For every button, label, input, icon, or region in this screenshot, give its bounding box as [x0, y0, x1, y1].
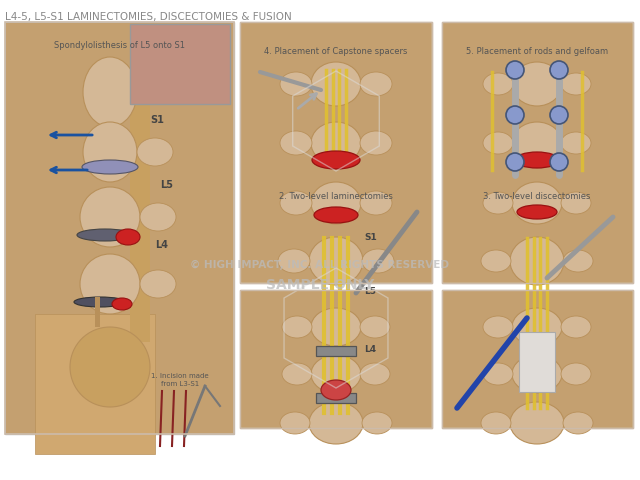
Ellipse shape — [280, 131, 312, 155]
Text: SAMPLE ONLY: SAMPLE ONLY — [266, 278, 374, 292]
Ellipse shape — [278, 249, 310, 273]
Ellipse shape — [512, 308, 562, 346]
Ellipse shape — [506, 106, 524, 124]
Text: 2. Two-level laminectomies: 2. Two-level laminectomies — [279, 192, 393, 201]
Polygon shape — [130, 72, 150, 342]
Ellipse shape — [112, 298, 132, 310]
Ellipse shape — [360, 316, 390, 338]
Ellipse shape — [506, 153, 524, 171]
Ellipse shape — [362, 412, 392, 434]
Ellipse shape — [512, 62, 562, 106]
Ellipse shape — [282, 363, 312, 385]
Polygon shape — [240, 290, 432, 428]
Polygon shape — [95, 297, 100, 327]
Ellipse shape — [280, 72, 312, 96]
Polygon shape — [443, 291, 632, 427]
Ellipse shape — [561, 73, 591, 95]
Text: 1. Incision made
from L3-S1: 1. Incision made from L3-S1 — [151, 373, 209, 386]
Ellipse shape — [280, 191, 312, 215]
Ellipse shape — [314, 207, 358, 223]
Ellipse shape — [77, 229, 133, 241]
Polygon shape — [316, 346, 356, 356]
Ellipse shape — [311, 355, 361, 393]
Polygon shape — [6, 23, 233, 433]
Ellipse shape — [80, 187, 140, 247]
Ellipse shape — [550, 61, 568, 79]
Ellipse shape — [82, 160, 138, 174]
Ellipse shape — [563, 250, 593, 272]
Text: 3. Two-level discectomies: 3. Two-level discectomies — [483, 192, 591, 201]
Ellipse shape — [517, 205, 557, 219]
Ellipse shape — [311, 308, 361, 346]
Ellipse shape — [311, 62, 361, 106]
Polygon shape — [316, 393, 356, 403]
Ellipse shape — [510, 402, 564, 444]
Polygon shape — [241, 291, 431, 427]
Ellipse shape — [561, 132, 591, 154]
Ellipse shape — [483, 132, 513, 154]
Text: L5: L5 — [160, 180, 173, 190]
Ellipse shape — [512, 182, 562, 224]
Ellipse shape — [321, 380, 351, 400]
Ellipse shape — [311, 122, 361, 164]
Ellipse shape — [563, 412, 593, 434]
Text: S1: S1 — [364, 233, 377, 242]
Ellipse shape — [140, 270, 176, 298]
Ellipse shape — [83, 122, 137, 182]
Ellipse shape — [481, 250, 511, 272]
Ellipse shape — [74, 297, 126, 307]
Ellipse shape — [561, 363, 591, 385]
Ellipse shape — [80, 254, 140, 314]
Ellipse shape — [83, 57, 137, 127]
Polygon shape — [130, 24, 230, 104]
Ellipse shape — [483, 363, 513, 385]
Polygon shape — [240, 22, 432, 283]
Ellipse shape — [311, 182, 361, 224]
Text: 4. Placement of Capstone spacers: 4. Placement of Capstone spacers — [264, 47, 408, 56]
Text: L5: L5 — [364, 287, 376, 296]
Ellipse shape — [282, 316, 312, 338]
Polygon shape — [35, 314, 155, 454]
Polygon shape — [519, 332, 555, 392]
Polygon shape — [241, 23, 431, 282]
Ellipse shape — [280, 412, 310, 434]
Text: L4: L4 — [364, 346, 376, 355]
Polygon shape — [442, 22, 633, 283]
Ellipse shape — [483, 316, 513, 338]
Ellipse shape — [550, 153, 568, 171]
Polygon shape — [443, 23, 632, 282]
Ellipse shape — [312, 151, 360, 169]
Text: Spondylolisthesis of L5 onto S1: Spondylolisthesis of L5 onto S1 — [54, 41, 185, 50]
Ellipse shape — [515, 152, 559, 168]
Text: L4-5, L5-S1 LAMINECTOMIES, DISCECTOMIES & FUSION: L4-5, L5-S1 LAMINECTOMIES, DISCECTOMIES … — [5, 12, 292, 22]
Ellipse shape — [70, 327, 150, 407]
Ellipse shape — [561, 316, 591, 338]
Polygon shape — [5, 22, 234, 434]
Ellipse shape — [116, 229, 140, 245]
Text: L4: L4 — [155, 240, 168, 250]
Text: 5. Placement of rods and gelfoam: 5. Placement of rods and gelfoam — [466, 47, 608, 56]
Text: S1: S1 — [150, 115, 164, 125]
Ellipse shape — [362, 249, 394, 273]
Ellipse shape — [510, 237, 564, 285]
Ellipse shape — [512, 122, 562, 164]
Ellipse shape — [481, 412, 511, 434]
Ellipse shape — [561, 192, 591, 214]
Ellipse shape — [483, 192, 513, 214]
Ellipse shape — [309, 402, 363, 444]
Text: © HIGH IMPACT, INC. ALL RIGHTS RESERVED: © HIGH IMPACT, INC. ALL RIGHTS RESERVED — [191, 260, 449, 270]
Ellipse shape — [360, 131, 392, 155]
Ellipse shape — [483, 73, 513, 95]
Ellipse shape — [550, 106, 568, 124]
Ellipse shape — [360, 363, 390, 385]
Ellipse shape — [309, 237, 363, 285]
Ellipse shape — [140, 203, 176, 231]
Ellipse shape — [360, 72, 392, 96]
Ellipse shape — [512, 355, 562, 393]
Ellipse shape — [137, 138, 173, 166]
Ellipse shape — [360, 191, 392, 215]
Polygon shape — [442, 290, 633, 428]
Ellipse shape — [506, 61, 524, 79]
